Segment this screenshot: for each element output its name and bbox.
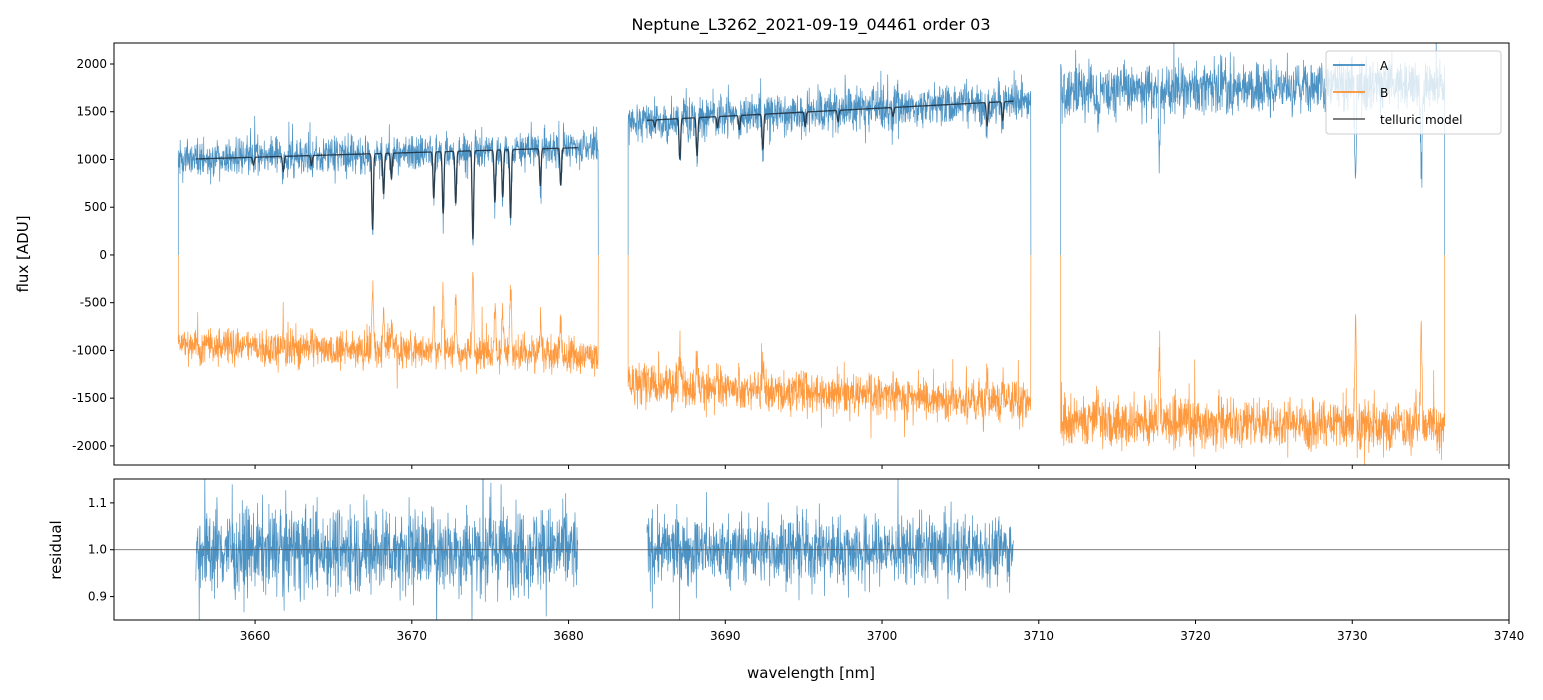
y-tick-label: 0 <box>99 248 107 262</box>
y-axis-label-residual: residual <box>47 520 65 579</box>
x-tick-label: 3660 <box>240 629 271 643</box>
residual-plot-area <box>195 479 1014 620</box>
flux-panel: 2000 1500 1000 500 0 -500 -1000 -1500 -2000 <box>72 42 1510 469</box>
x-tick-label: 3730 <box>1337 629 1368 643</box>
y-tick-label: 1500 <box>76 105 107 119</box>
series-b-line <box>1060 255 1446 465</box>
series-b-line <box>627 254 1032 439</box>
y-tick-label: -2000 <box>72 439 107 453</box>
flux-plot-area <box>177 43 1446 465</box>
legend-label-telluric: telluric model <box>1380 113 1462 127</box>
y-tick-label: 500 <box>84 200 107 214</box>
series-a-line <box>177 115 599 256</box>
x-tick-label: 3740 <box>1494 629 1525 643</box>
y-tick-label: 1.0 <box>88 543 107 557</box>
y-axis-label-flux: flux [ADU] <box>14 215 32 292</box>
x-tick-label: 3720 <box>1180 629 1211 643</box>
residual-line <box>195 479 579 620</box>
y-tick-label: -1000 <box>72 343 107 357</box>
x-tick-label: 3700 <box>867 629 898 643</box>
residual-panel: 0.9 1.0 1.1 3660 3670 3680 3690 3700 3710 3720 373… <box>88 478 1525 643</box>
x-tick-label: 3710 <box>1024 629 1055 643</box>
x-tick-label: 3690 <box>710 629 741 643</box>
residual-line <box>646 479 1014 620</box>
legend-label-b: B <box>1380 86 1388 100</box>
y-tick-label: 1000 <box>76 152 107 166</box>
x-axis-label: wavelength [nm] <box>747 664 875 682</box>
legend: A B telluric model <box>1325 50 1502 135</box>
chart-title: Neptune_L3262_2021-09-19_04461 order 03 <box>631 15 990 35</box>
series-b-line <box>177 254 599 389</box>
telluric-model-line <box>646 100 1014 160</box>
y-tick-label: 2000 <box>76 57 107 71</box>
flux-axes-frame <box>113 42 1510 466</box>
y-tick-label: -1500 <box>72 391 107 405</box>
y-tick-label: 1.1 <box>88 496 107 510</box>
y-tick-label: -500 <box>80 296 107 310</box>
series-a-line <box>627 70 1032 256</box>
telluric-model-line <box>195 147 578 240</box>
x-tick-label: 3680 <box>553 629 584 643</box>
legend-label-a: A <box>1380 59 1389 73</box>
y-tick-label: 0.9 <box>88 590 107 604</box>
x-tick-label: 3670 <box>397 629 428 643</box>
